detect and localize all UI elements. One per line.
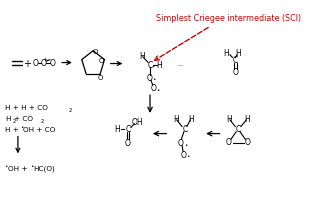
Text: H: H <box>226 115 232 124</box>
Text: •: • <box>184 142 188 147</box>
Text: O: O <box>41 59 46 68</box>
Text: H: H <box>235 49 241 58</box>
Text: O: O <box>125 138 131 147</box>
Text: H: H <box>114 125 120 133</box>
Text: O: O <box>97 75 103 81</box>
Text: H +: H + <box>5 126 21 132</box>
Text: •: • <box>151 64 154 69</box>
Text: •: • <box>30 163 33 168</box>
Text: OH: OH <box>131 118 143 127</box>
Text: O: O <box>226 137 232 146</box>
Text: 2: 2 <box>41 119 44 124</box>
Text: C: C <box>236 125 241 133</box>
Text: +: + <box>23 58 31 68</box>
Text: H: H <box>223 49 229 58</box>
Text: O: O <box>32 59 38 68</box>
Text: C: C <box>125 125 131 133</box>
Text: + CO: + CO <box>14 115 33 121</box>
Text: Simplest Criegee intermediate (SCI): Simplest Criegee intermediate (SCI) <box>156 14 301 22</box>
Text: H: H <box>188 115 194 124</box>
Text: O: O <box>232 68 238 77</box>
Text: C: C <box>182 125 188 133</box>
Text: •: • <box>156 87 159 92</box>
Text: H + H + CO: H + H + CO <box>5 104 48 110</box>
Text: •: • <box>186 153 189 158</box>
Text: H: H <box>139 52 145 61</box>
Text: •: • <box>152 76 155 81</box>
Text: OH +: OH + <box>8 165 30 171</box>
Text: O: O <box>147 74 153 82</box>
Text: O: O <box>92 48 98 54</box>
Text: O: O <box>50 59 56 68</box>
Text: +: + <box>42 57 47 62</box>
Text: H: H <box>5 115 11 121</box>
Text: H: H <box>244 115 250 124</box>
Text: O: O <box>181 150 187 159</box>
Text: C: C <box>233 56 238 65</box>
Text: O: O <box>151 83 157 92</box>
Text: •: • <box>4 163 8 168</box>
Text: O: O <box>99 57 105 63</box>
Text: C: C <box>147 61 153 70</box>
Text: O: O <box>177 138 183 147</box>
Text: H: H <box>156 61 162 70</box>
Text: 2: 2 <box>68 108 72 113</box>
Text: HC(O): HC(O) <box>33 165 55 172</box>
Text: —: — <box>177 62 184 68</box>
Text: OH + CO: OH + CO <box>23 126 56 132</box>
Text: O: O <box>244 137 250 146</box>
Text: •: • <box>20 125 23 130</box>
Text: 2: 2 <box>12 119 16 124</box>
Text: H: H <box>173 115 178 124</box>
